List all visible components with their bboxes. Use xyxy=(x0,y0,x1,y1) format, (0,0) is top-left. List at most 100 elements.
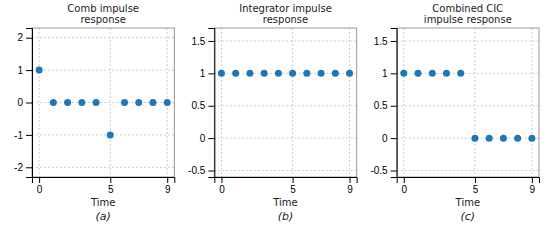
point xyxy=(457,70,464,77)
tick-label: -1 xyxy=(14,130,23,141)
grid-line xyxy=(474,28,475,177)
tick-mark xyxy=(26,103,32,104)
tick-mark xyxy=(350,177,351,183)
point xyxy=(135,99,142,106)
tick: 0.5 xyxy=(374,100,397,111)
tick: 9 xyxy=(347,177,353,195)
grid xyxy=(397,28,539,177)
axis-line xyxy=(391,29,398,178)
point xyxy=(400,70,407,77)
tick: 0 xyxy=(37,177,43,195)
axis-line xyxy=(397,178,539,184)
tick: 1.5 xyxy=(191,36,214,47)
grid-line xyxy=(32,37,174,38)
tick-label: 1 xyxy=(382,68,388,79)
tick-label: 1 xyxy=(17,65,23,76)
tick-label: 9 xyxy=(165,184,171,195)
point xyxy=(107,131,114,138)
title: Comb impulseresponse xyxy=(67,3,139,25)
point xyxy=(78,99,85,106)
tick-label: 5 xyxy=(290,184,296,195)
tick-label: 0 xyxy=(382,133,388,144)
tick-mark xyxy=(532,177,533,183)
grid-line xyxy=(397,40,539,41)
tick: -1 xyxy=(14,130,32,141)
grid-line xyxy=(349,28,350,177)
plot-frame xyxy=(214,28,356,177)
tick-label: 1.5 xyxy=(374,36,388,47)
point xyxy=(121,99,128,106)
tick-label: 9 xyxy=(530,184,536,195)
tick: 0 xyxy=(402,177,408,195)
tick-mark xyxy=(208,106,214,107)
tick-label: 0 xyxy=(37,184,43,195)
tick-mark xyxy=(391,106,397,107)
tick-mark xyxy=(26,167,32,168)
tick: 0 xyxy=(382,133,397,144)
marks xyxy=(218,70,353,77)
axis-line xyxy=(33,178,175,184)
plot-area: 0 5 9 -2 -1 0 1 2 Comb impulseresponse Time (a) xyxy=(14,3,175,223)
grid xyxy=(214,28,356,177)
axis-line xyxy=(208,29,215,178)
grid-line xyxy=(531,28,532,177)
tick-mark xyxy=(110,177,111,183)
point xyxy=(289,70,296,77)
point xyxy=(246,70,253,77)
tick-label: -0.5 xyxy=(188,165,206,176)
annotation: (b) xyxy=(278,210,294,223)
tick: 1 xyxy=(17,65,32,76)
plot-frame xyxy=(32,28,174,177)
y-axis: -0.5 0 0.5 1 1.5 xyxy=(370,29,397,178)
axis-line xyxy=(215,178,357,184)
point xyxy=(528,135,535,142)
plot-frame xyxy=(397,28,539,177)
x-label: Time xyxy=(90,197,115,208)
tick: 0.5 xyxy=(191,100,214,111)
x-axis: 0 5 9 xyxy=(215,177,357,195)
grid-line xyxy=(32,167,174,168)
annotation: (a) xyxy=(96,210,111,223)
tick: 2 xyxy=(17,32,32,43)
point xyxy=(514,135,521,142)
x-label: Time xyxy=(455,197,480,208)
x-axis: 0 5 9 xyxy=(397,177,539,195)
y-axis: -2 -1 0 1 2 xyxy=(14,29,32,178)
tick: 0 xyxy=(219,177,225,195)
point xyxy=(443,70,450,77)
annotation: (c) xyxy=(461,210,476,223)
tick-mark xyxy=(391,41,397,42)
plot-area: 059-0.500.511.5Combined CICimpulse respo… xyxy=(370,3,539,223)
point xyxy=(93,99,100,106)
tick-mark xyxy=(208,171,214,172)
tick: -0.5 xyxy=(188,165,214,176)
tick: 9 xyxy=(530,177,536,195)
grid-line xyxy=(214,170,356,171)
point xyxy=(486,135,493,142)
grid-line xyxy=(214,40,356,41)
tick-label: 9 xyxy=(347,184,353,195)
point xyxy=(346,70,353,77)
tick: 1 xyxy=(382,68,397,79)
tick: 5 xyxy=(290,177,296,195)
tick-mark xyxy=(221,177,222,183)
tick: 5 xyxy=(108,177,114,195)
tick-label: 0 xyxy=(219,184,225,195)
tick-label: -2 xyxy=(14,162,23,173)
tick: 0 xyxy=(17,97,32,108)
tick: 9 xyxy=(165,177,171,195)
panel: 059-0.500.511.5Integrator impulserespons… xyxy=(188,3,357,223)
tick: 0 xyxy=(200,133,215,144)
marks xyxy=(36,67,171,139)
tick-label: 5 xyxy=(108,184,114,195)
tick: -0.5 xyxy=(370,165,396,176)
point xyxy=(429,70,436,77)
chart: 0 5 9 -2 -1 0 1 2 Comb impulseresponse Time (a) 0 5 9… xyxy=(0,0,547,225)
tick-label: 5 xyxy=(473,184,479,195)
tick-label: 0 xyxy=(17,97,23,108)
tick-mark xyxy=(404,177,405,183)
tick: 1.5 xyxy=(374,36,397,47)
tick-mark xyxy=(208,73,214,74)
point xyxy=(50,99,57,106)
tick: 1 xyxy=(200,68,215,79)
